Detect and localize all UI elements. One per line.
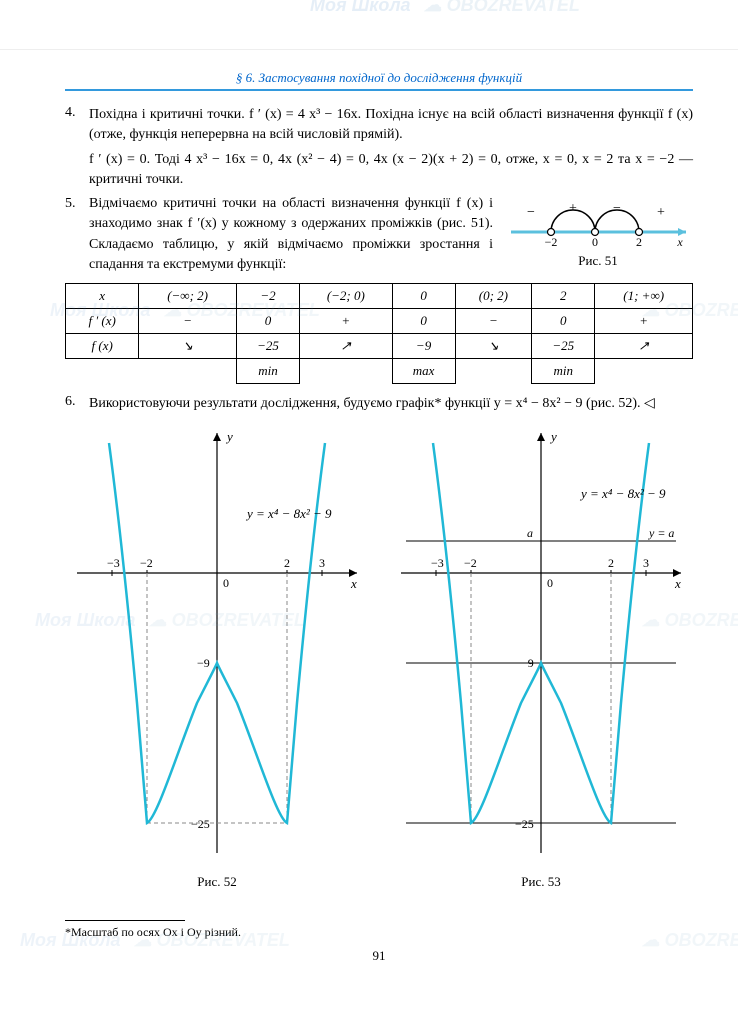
table-cell: max [392,359,455,384]
svg-text:3: 3 [643,556,649,570]
svg-text:0: 0 [547,576,553,590]
svg-text:−: − [613,201,621,216]
table-cell: −2 [236,284,299,309]
table-cell: (0; 2) [455,284,532,309]
table-cell: + [595,309,693,334]
table-cell [300,359,393,384]
svg-text:−2: −2 [464,556,477,570]
sign-diagram: − + − + −2 0 2 x [506,194,691,249]
table-cell: f ′ (x) [66,309,139,334]
table-cell: −25 [532,334,595,359]
page-content: Моя Школа ☁ OBOZREVATEL Моя Школа ☁ OBOZ… [0,50,738,984]
top-bar [0,0,738,50]
table-cell: (−2; 0) [300,284,393,309]
page-number: 91 [65,948,693,964]
table-cell: 2 [532,284,595,309]
svg-text:x: x [674,576,681,591]
item-text: Похідна і критичні точки. f ′ (x) = 4 x³… [89,105,693,146]
svg-text:−25: −25 [191,817,210,831]
table-cell: −9 [392,334,455,359]
table-row: min max min [66,359,693,384]
graph-52: y x 0 −3 −2 2 3 −9 −25 [67,423,367,863]
item-6: 6. Використовуючи результати дослідження… [65,394,693,414]
svg-text:2: 2 [284,556,290,570]
svg-text:−3: −3 [107,556,120,570]
table-row: f (x) ↘ −25 ↗ −9 ↘ −25 ↗ [66,334,693,359]
table-cell: − [455,309,532,334]
svg-text:+: + [657,205,665,220]
footnote: *Масштаб по осях Ox і Oy різний. [65,925,693,940]
svg-text:y = a: y = a [648,526,674,540]
equation-label: y = x⁴ − 8x² − 9 [245,506,332,521]
svg-text:−2: −2 [544,235,557,249]
svg-text:2: 2 [636,235,642,249]
item-number: 4. [65,105,89,146]
item-text: Відмічаємо критичні точки на області виз… [89,194,493,275]
table-cell: 0 [392,284,455,309]
svg-text:+: + [569,201,577,216]
header-rule [65,89,693,91]
svg-text:a: a [527,526,533,540]
table-cell: ↗ [595,334,693,359]
svg-text:−: − [527,205,535,220]
table-cell: f (x) [66,334,139,359]
item-5: 5. Відмічаємо критичні точки на області … [65,194,493,275]
svg-text:x: x [676,235,683,249]
table-cell: −25 [236,334,299,359]
svg-text:−25: −25 [515,817,534,831]
graph-53: y x 0 −3 −2 2 3 −9 −25 a y = a [391,423,691,863]
svg-text:−2: −2 [140,556,153,570]
section-header: § 6. Застосування похідної до дослідженн… [65,70,693,86]
table-cell: min [236,359,299,384]
item-4: 4. Похідна і критичні точки. f ′ (x) = 4… [65,105,693,146]
svg-text:−9: −9 [197,656,210,670]
item-text: Використовуючи результати дослідження, б… [89,394,693,414]
axis-label-y: y [225,429,233,444]
figure-53-caption: Рис. 53 [389,874,693,890]
analysis-table: x (−∞; 2) −2 (−2; 0) 0 (0; 2) 2 (1; +∞) … [65,283,693,384]
table-cell: ↘ [455,334,532,359]
table-cell: 0 [236,309,299,334]
figure-51-caption: Рис. 51 [503,253,693,269]
table-cell [595,359,693,384]
svg-text:0: 0 [223,576,229,590]
table-row: f ′ (x) − 0 + 0 − 0 + [66,309,693,334]
table-cell: ↘ [139,334,237,359]
equation-label: y = x⁴ − 8x² − 9 [579,486,666,501]
item-number: 5. [65,194,89,275]
figure-52-caption: Рис. 52 [65,874,369,890]
table-cell [139,359,237,384]
table-cell: 0 [392,309,455,334]
table-cell: x [66,284,139,309]
table-cell [66,359,139,384]
svg-text:−3: −3 [431,556,444,570]
svg-text:3: 3 [319,556,325,570]
item-number: 6. [65,394,89,414]
table-cell: 0 [532,309,595,334]
table-cell: − [139,309,237,334]
svg-text:0: 0 [592,235,598,249]
footnote-rule [65,920,185,921]
svg-text:y: y [549,429,557,444]
table-row: x (−∞; 2) −2 (−2; 0) 0 (0; 2) 2 (1; +∞) [66,284,693,309]
table-cell: + [300,309,393,334]
table-cell: (1; +∞) [595,284,693,309]
table-cell: ↗ [300,334,393,359]
table-cell: (−∞; 2) [139,284,237,309]
axis-label-x: x [350,576,357,591]
svg-text:2: 2 [608,556,614,570]
item-4-line2: f ′ (x) = 0. Тоді 4 x³ − 16x = 0, 4x (x²… [89,150,693,191]
table-cell: min [532,359,595,384]
table-cell [455,359,532,384]
